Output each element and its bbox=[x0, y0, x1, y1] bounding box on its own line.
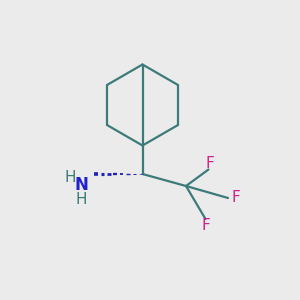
Text: N: N bbox=[74, 176, 88, 194]
Text: H: H bbox=[65, 169, 76, 184]
Text: H: H bbox=[75, 192, 87, 207]
Text: F: F bbox=[201, 218, 210, 232]
Text: F: F bbox=[206, 156, 214, 171]
Text: F: F bbox=[231, 190, 240, 206]
